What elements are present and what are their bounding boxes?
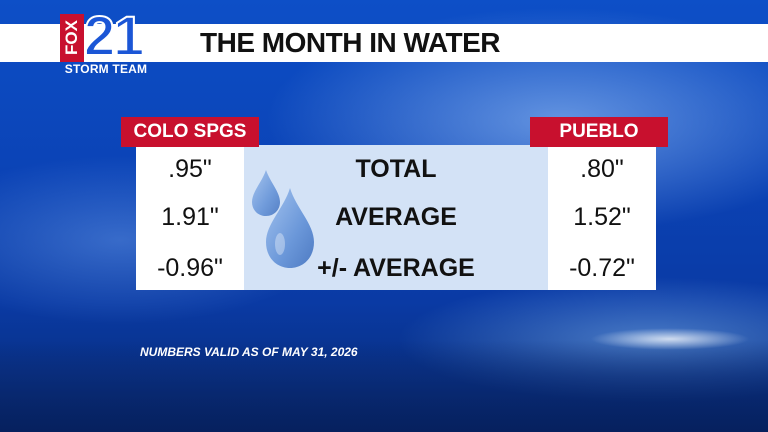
right-departure-value: -0.72"	[569, 254, 635, 282]
right-average-value: 1.52"	[573, 203, 631, 231]
right-city-label: PUEBLO	[530, 117, 668, 147]
left-city-label: COLO SPGS	[121, 117, 259, 147]
logo-network: FOX	[60, 14, 84, 62]
header-bar	[0, 24, 768, 62]
light-glare	[590, 328, 750, 350]
page-title: THE MONTH IN WATER	[200, 27, 501, 58]
logo-team: STORM TEAM	[64, 62, 148, 76]
left-average-value: 1.91"	[161, 203, 219, 231]
right-total-value: .80"	[580, 155, 624, 183]
logo-channel: 21	[83, 4, 145, 67]
left-departure-value: -0.96"	[157, 254, 223, 282]
left-city-column	[136, 145, 244, 290]
valid-date-note: NUMBERS VALID AS OF MAY 31, 2026	[140, 345, 358, 359]
right-city-column	[548, 145, 656, 290]
background-shade	[0, 340, 768, 432]
station-logo: FOX 21 STORM TEAM	[58, 7, 154, 78]
row-label-departure: +/- AVERAGE	[317, 254, 475, 282]
water-drops-icon	[252, 170, 314, 268]
row-label-average: AVERAGE	[335, 203, 457, 231]
row-label-total: TOTAL	[355, 155, 437, 183]
left-total-value: .95"	[168, 155, 212, 183]
